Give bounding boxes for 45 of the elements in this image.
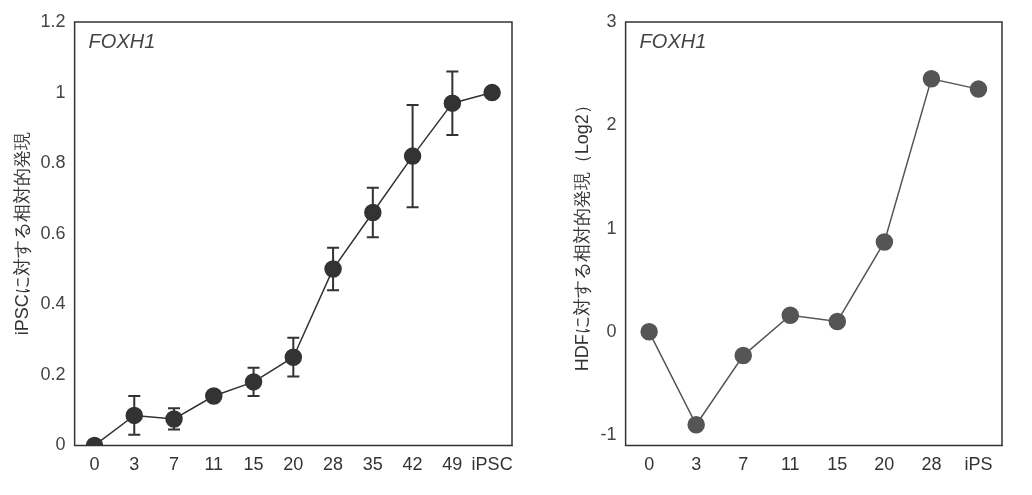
point — [483, 83, 501, 102]
x-tick-label: iPSC — [471, 454, 513, 475]
x-tick-label: 0 — [89, 454, 100, 475]
x-tick-label: 3 — [691, 454, 702, 475]
point — [875, 233, 894, 251]
y-tick-label: 1 — [55, 81, 66, 102]
y-tick-label: 0.4 — [40, 293, 66, 314]
y-tick-label: -1 — [600, 424, 617, 445]
point — [687, 416, 705, 434]
point — [205, 387, 223, 405]
x-tick-label: 28 — [921, 454, 942, 475]
chart-title: FOXH1 — [639, 29, 707, 52]
y-tick-label: 0 — [606, 320, 617, 341]
point — [640, 323, 658, 341]
y-tick-label: 1 — [606, 217, 617, 238]
x-tick-label: 11 — [204, 454, 224, 475]
x-tick-label: 20 — [283, 454, 304, 475]
y-tick-label: 3 — [606, 10, 617, 31]
x-tick-label: 49 — [442, 454, 463, 475]
x-tick-label: 42 — [402, 454, 423, 475]
y-tick-label: 0 — [55, 434, 66, 455]
x-tick-label: 28 — [323, 454, 344, 475]
y-axis-title: HDFに対する相対的発現（Log2） — [571, 96, 592, 372]
x-tick-label: 15 — [827, 454, 848, 475]
x-tick-label: 7 — [169, 454, 180, 475]
y-tick-label: 1.2 — [40, 10, 66, 31]
y-axis-title: iPSCに対する相対的発現 — [11, 132, 32, 336]
x-tick-label: 7 — [738, 454, 749, 475]
x-tick-label: iPS — [964, 454, 993, 475]
x-tick-label: 20 — [874, 454, 895, 475]
point — [922, 70, 941, 88]
y-tick-label: 0.2 — [40, 363, 66, 384]
x-tick-label: 3 — [129, 454, 140, 475]
x-tick-label: 15 — [243, 454, 264, 475]
y-tick-label: 0.8 — [40, 152, 66, 173]
point — [969, 80, 988, 98]
x-tick-label: 0 — [644, 454, 655, 475]
chart-title: FOXH1 — [88, 29, 156, 52]
point — [828, 312, 847, 331]
x-tick-label: 11 — [780, 454, 800, 475]
point — [734, 346, 752, 365]
y-tick-label: 0.6 — [40, 222, 66, 243]
x-tick-label: 35 — [362, 454, 383, 475]
point — [781, 306, 800, 325]
y-tick-label: 2 — [606, 114, 617, 135]
